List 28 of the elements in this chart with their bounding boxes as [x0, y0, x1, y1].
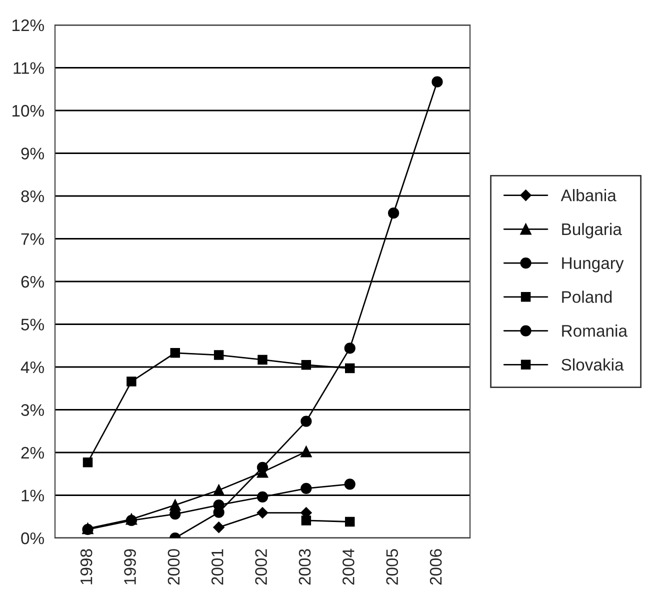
y-tick-label: 1%: [22, 490, 44, 502]
y-tick-label: 0%: [21, 532, 44, 544]
x-tick-label: 2003: [298, 549, 311, 585]
x-tick-label: 1999: [124, 549, 136, 584]
y-tick-label: 10%: [12, 104, 44, 117]
x-tick-label: 2002: [255, 549, 267, 585]
x-tick-label: 2001: [211, 549, 224, 585]
y-tick-label: 8%: [21, 190, 44, 202]
y-tick-label: 12%: [12, 19, 44, 32]
legend-label: Bulgaria: [562, 222, 622, 238]
y-tick-label: 5%: [21, 318, 44, 330]
y-tick-label: 7%: [21, 233, 44, 245]
legend-label: Albania: [560, 189, 616, 202]
legend-label: Hungary: [562, 257, 624, 272]
x-tick-label: 2000: [168, 549, 180, 585]
y-tick-label: 3%: [21, 404, 44, 416]
x-tick-label: 1998: [80, 549, 92, 584]
x-tick-label: 2006: [430, 549, 442, 585]
y-tick-label: 11%: [14, 62, 44, 74]
y-tick-label: 2%: [21, 446, 44, 459]
x-tick-label: 2004: [342, 548, 354, 585]
x-tick-label: 2005: [386, 549, 398, 585]
y-tick-label: 4%: [20, 361, 44, 374]
legend-label: Poland: [562, 290, 612, 303]
legend-label: Romania: [562, 324, 628, 337]
y-tick-label: 9%: [21, 148, 44, 160]
y-tick-label: 6%: [21, 276, 44, 288]
legend-label: Slovakia: [562, 358, 624, 371]
